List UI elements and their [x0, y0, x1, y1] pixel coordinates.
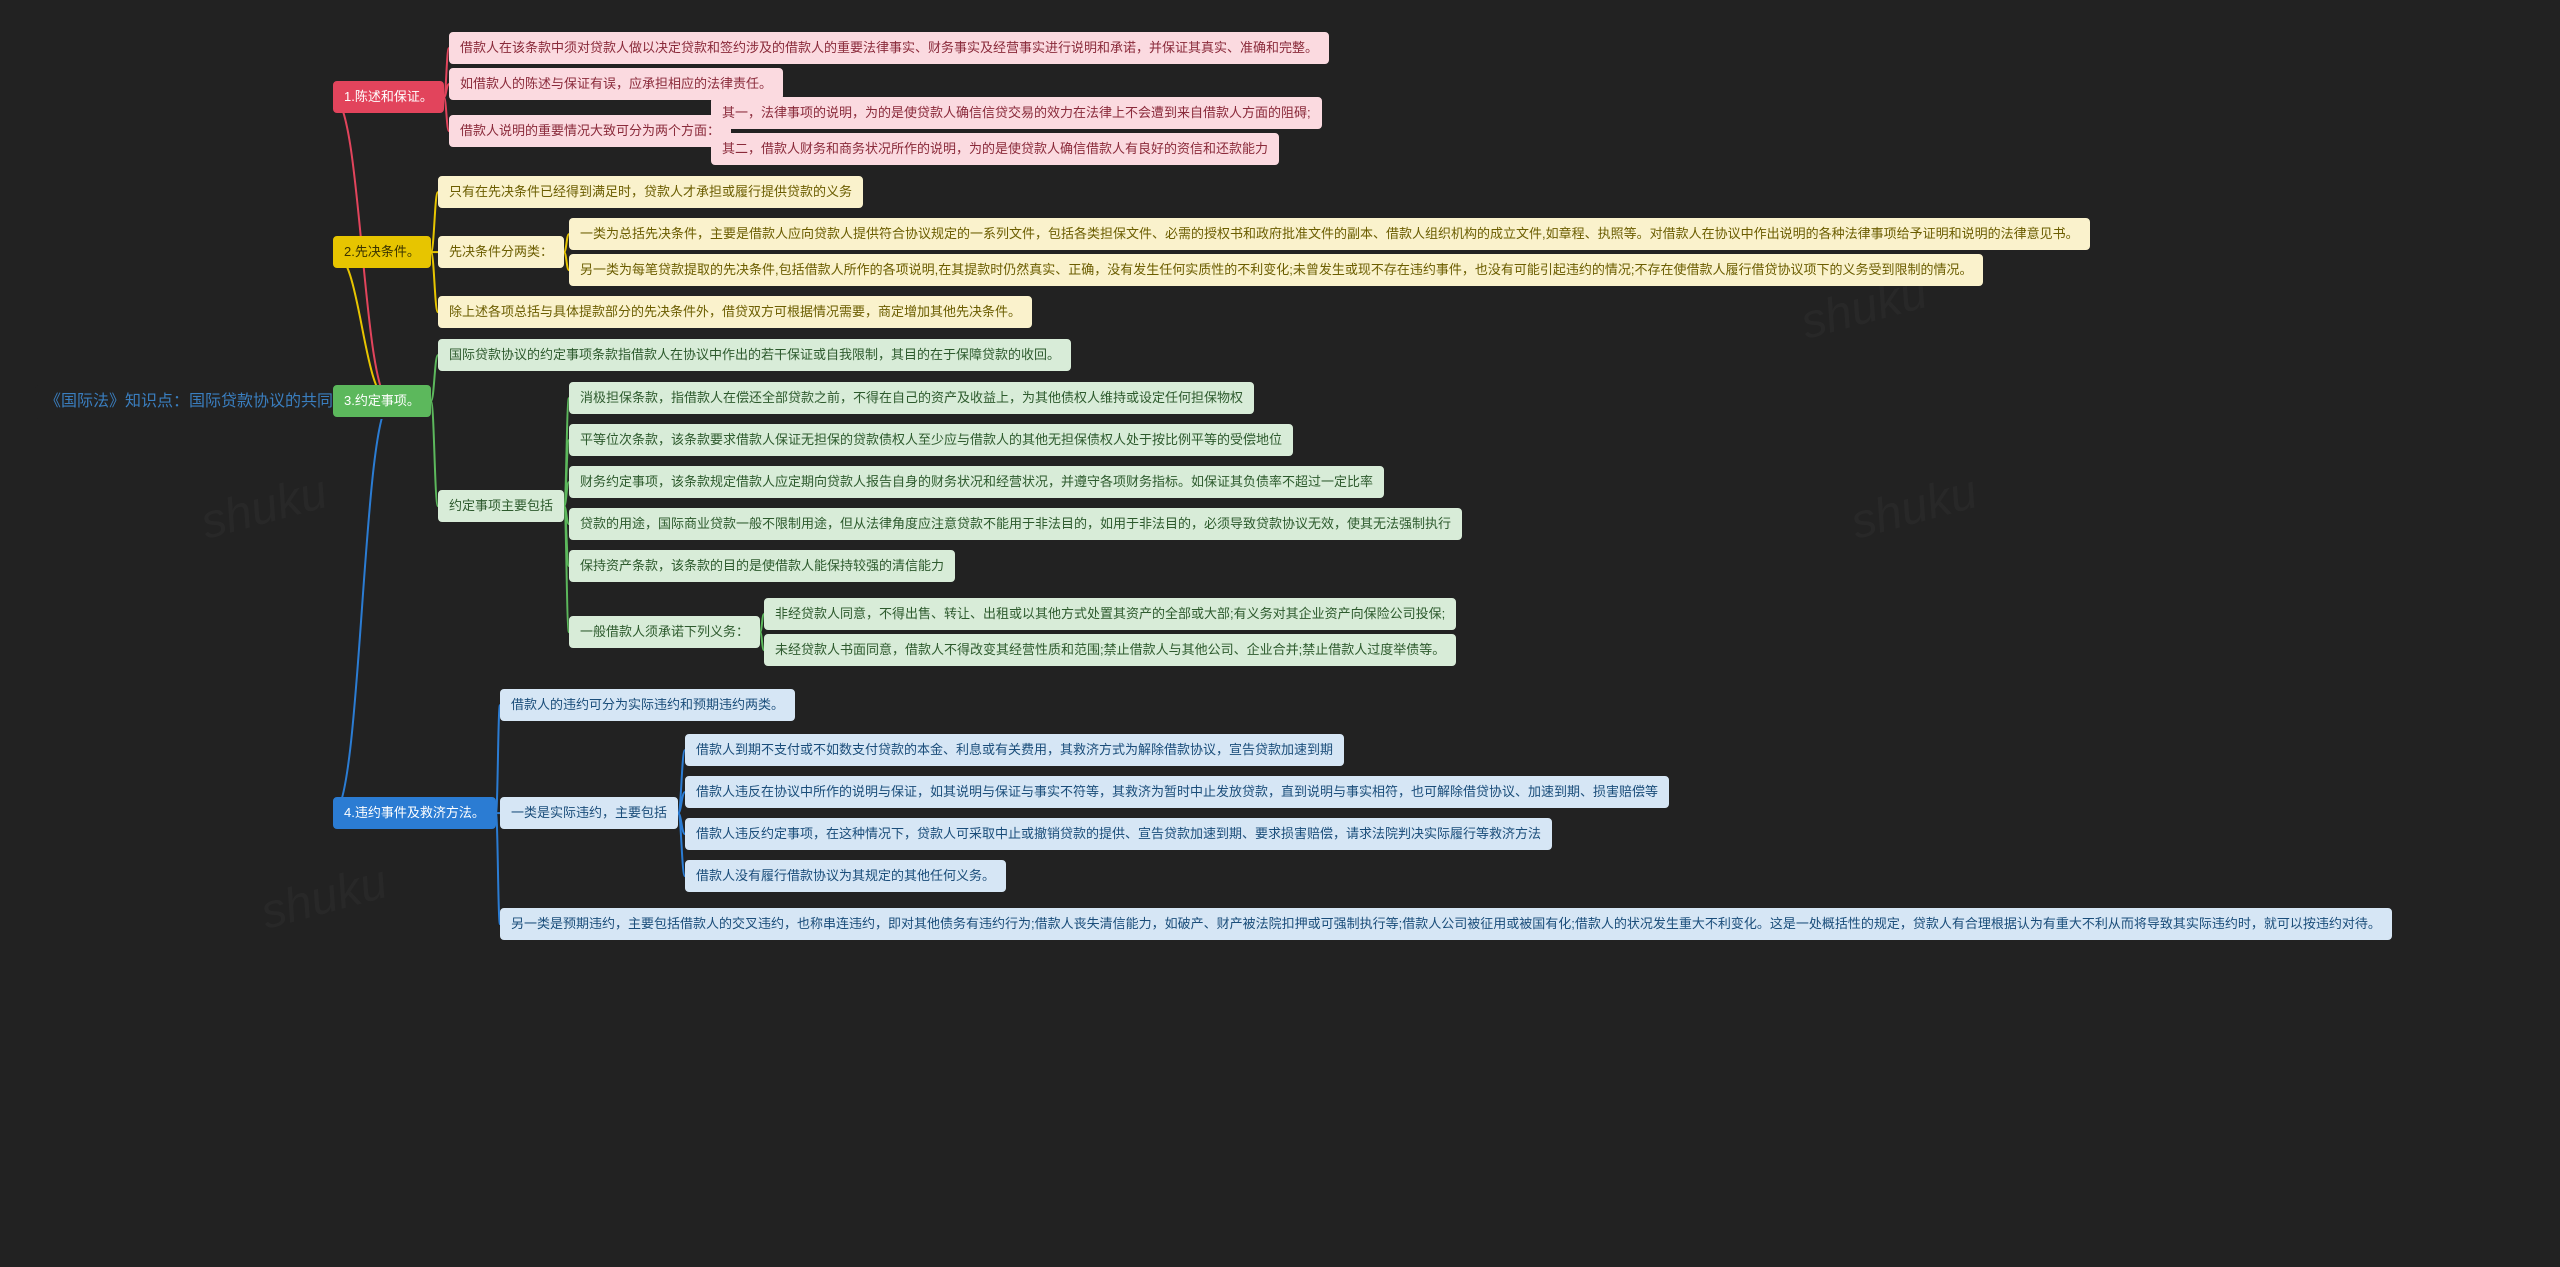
node-n3b6b[interactable]: 未经贷款人书面同意，借款人不得改变其经营性质和范围;禁止借款人与其他公司、企业合… — [764, 634, 1456, 666]
node-n1[interactable]: 1.陈述和保证。 — [333, 81, 444, 113]
node-n1a[interactable]: 借款人在该条款中须对贷款人做以决定贷款和签约涉及的借款人的重要法律事实、财务事实… — [449, 32, 1329, 64]
node-n3b6[interactable]: 一般借款人须承诺下列义务： — [569, 616, 760, 648]
node-n3b3[interactable]: 财务约定事项，该条款规定借款人应定期向贷款人报告自身的财务状况和经营状况，并遵守… — [569, 466, 1384, 498]
node-n4b4[interactable]: 借款人没有履行借款协议为其规定的其他任何义务。 — [685, 860, 1006, 892]
node-n3[interactable]: 3.约定事项。 — [333, 385, 431, 417]
node-n3b2[interactable]: 平等位次条款，该条款要求借款人保证无担保的贷款债权人至少应与借款人的其他无担保债… — [569, 424, 1293, 456]
edge — [431, 401, 438, 506]
node-n2a[interactable]: 只有在先决条件已经得到满足时，贷款人才承担或履行提供贷款的义务 — [438, 176, 863, 208]
node-n3b6a[interactable]: 非经贷款人同意，不得出售、转让、出租或以其他方式处置其资产的全部或大部;有义务对… — [764, 598, 1456, 630]
edge — [678, 750, 685, 813]
node-n2b1[interactable]: 一类为总括先决条件，主要是借款人应向贷款人提供符合协议规定的一系列文件，包括各类… — [569, 218, 2090, 250]
edge — [333, 402, 391, 813]
node-n4b2[interactable]: 借款人违反在协议中所作的说明与保证，如其说明与保证与事实不符等，其救济为暂时中止… — [685, 776, 1669, 808]
node-n1b[interactable]: 如借款人的陈述与保证有误，应承担相应的法律责任。 — [449, 68, 783, 100]
edge — [431, 355, 438, 401]
node-n1c1[interactable]: 其一，法律事项的说明，为的是使贷款人确信信贷交易的效力在法律上不会遭到来自借款人… — [711, 97, 1322, 129]
node-n1c[interactable]: 借款人说明的重要情况大致可分为两个方面： — [449, 115, 731, 147]
node-n3b1[interactable]: 消极担保条款，指借款人在偿还全部贷款之前，不得在自己的资产及收益上，为其他债权人… — [569, 382, 1254, 414]
node-n2b2[interactable]: 另一类为每笔贷款提取的先决条件,包括借款人所作的各项说明,在其提款时仍然真实、正… — [569, 254, 1983, 286]
edge — [678, 813, 685, 876]
node-n4b3[interactable]: 借款人违反约定事项，在这种情况下，贷款人可采取中止或撤销贷款的提供、宣告贷款加速… — [685, 818, 1552, 850]
node-n4a[interactable]: 借款人的违约可分为实际违约和预期违约两类。 — [500, 689, 795, 721]
node-n1c2[interactable]: 其二，借款人财务和商务状况所作的说明，为的是使贷款人确信借款人有良好的资信和还款… — [711, 133, 1279, 165]
node-n4b[interactable]: 一类是实际违约，主要包括 — [500, 797, 678, 829]
edge — [678, 792, 685, 813]
node-n4b1[interactable]: 借款人到期不支付或不如数支付贷款的本金、利息或有关费用，其救济方式为解除借款协议… — [685, 734, 1344, 766]
node-n3b4[interactable]: 贷款的用途，国际商业贷款一般不限制用途，但从法律角度应注意贷款不能用于非法目的，… — [569, 508, 1462, 540]
edge — [431, 192, 438, 252]
node-n3b[interactable]: 约定事项主要包括 — [438, 490, 564, 522]
edge — [678, 813, 685, 834]
node-n2c[interactable]: 除上述各项总括与具体提款部分的先决条件外，借贷双方可根据情况需要，商定增加其他先… — [438, 296, 1032, 328]
node-n4c[interactable]: 另一类是预期违约，主要包括借款人的交叉违约，也称串连违约，即对其他债务有违约行为… — [500, 908, 2392, 940]
edge — [496, 705, 500, 813]
node-n3b5[interactable]: 保持资产条款，该条款的目的是使借款人能保持较强的清信能力 — [569, 550, 955, 582]
node-n4[interactable]: 4.违约事件及救济方法。 — [333, 797, 496, 829]
node-n3a[interactable]: 国际贷款协议的约定事项条款指借款人在协议中作出的若干保证或自我限制，其目的在于保… — [438, 339, 1071, 371]
edge — [431, 252, 438, 312]
edge — [333, 252, 391, 402]
edge — [496, 813, 500, 924]
node-n2b[interactable]: 先决条件分两类： — [438, 236, 564, 268]
node-n2[interactable]: 2.先决条件。 — [333, 236, 431, 268]
